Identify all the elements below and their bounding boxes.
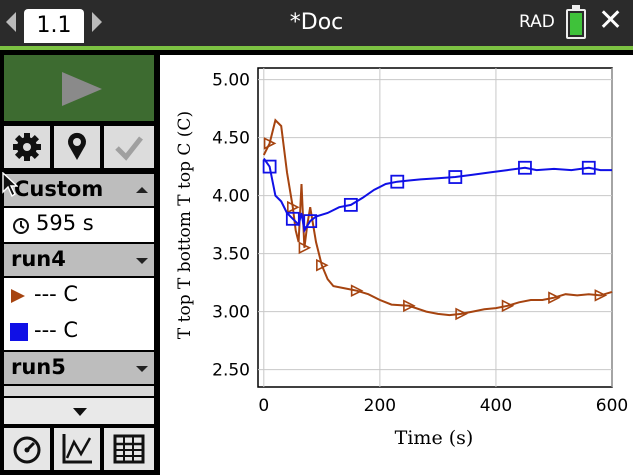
square-marker-icon [10,323,28,341]
settings-button[interactable] [4,126,50,168]
map-pin-icon [68,132,86,160]
data-point-square [448,170,463,184]
gear-icon [13,133,41,161]
y-tick-label: 3.00 [212,303,250,323]
graph-icon [62,434,92,464]
next-page-arrow-icon[interactable] [92,12,102,32]
y-tick-label: 5.00 [212,71,250,91]
chevron-down-icon [136,258,148,264]
data-point-triangle [455,307,468,321]
data-point-triangle [594,289,608,302]
data-point-square [581,160,596,175]
more-button[interactable] [4,398,154,424]
legend-label: --- C [34,282,79,306]
y-tick-label: 4.00 [212,187,250,207]
page-tab[interactable]: 1.1 [24,9,84,43]
data-point-triangle [316,258,329,272]
chevron-down-icon [136,366,148,372]
x-tick-label: 200 [364,396,396,416]
y-axis-label: T top T bottom T top C (C) [175,111,195,339]
data-point-square [518,160,532,175]
series-legend: --- C --- C [4,278,154,350]
x-tick-label: 600 [596,396,628,416]
chevron-up-icon [136,187,148,193]
run-label: run5 [11,355,66,379]
data-point-triangle [501,299,515,313]
keep-data-button[interactable] [104,126,154,168]
y-tick-label: 4.50 [212,129,250,149]
data-point-triangle [263,137,277,150]
series-line-1 [262,118,613,317]
title-bar [0,0,633,50]
document-title: *Doc [289,10,344,35]
title-bar-accent [0,46,633,50]
data-point-square [343,197,358,212]
table-view-button[interactable] [104,428,154,470]
x-axis-label: Time (s) [395,427,474,449]
angle-mode-indicator: RAD [519,12,555,32]
triangle-marker-icon [11,289,25,303]
mark-data-button[interactable] [54,126,100,168]
data-point-square [303,214,318,229]
mouse-pointer-icon [2,172,18,198]
play-icon [62,72,102,106]
data-point-square [285,211,300,226]
close-icon[interactable]: ✕ [598,3,624,38]
sidebar-spacer [4,386,154,396]
run-selector-run4[interactable]: run4 [4,244,154,276]
y-tick-label: 2.50 [212,361,250,381]
data-point-triangle [350,284,364,298]
mode-selector[interactable]: Custom [4,174,154,206]
x-tick-label: 0 [258,396,269,416]
data-point-triangle [403,299,416,313]
data-point-square [390,174,405,189]
gauge-icon [13,436,41,464]
battery-full-icon [566,5,586,39]
x-tick-label: 400 [480,396,512,416]
prev-page-arrow-icon[interactable] [6,12,16,32]
start-collection-button[interactable] [4,55,154,121]
y-tick-label: 3.50 [212,245,250,265]
legend-item[interactable]: --- C [4,314,154,350]
chevron-down-icon [73,408,87,416]
collection-duration[interactable]: 595 s [4,208,154,242]
legend-item[interactable]: --- C [4,278,154,314]
series-line-2 [262,157,612,234]
data-point-triangle [298,241,312,255]
clock-icon [13,218,29,234]
data-point-triangle [548,291,561,304]
data-point-square [262,159,277,174]
run-selector-run5[interactable]: run5 [4,352,154,384]
checkmark-icon [115,136,143,161]
legend-label: --- C [34,318,79,342]
data-point-triangle [287,200,300,214]
mode-label: Custom [14,177,104,201]
meter-view-button[interactable] [4,428,50,470]
graph-view-button[interactable] [54,428,100,470]
table-icon [113,434,145,464]
duration-value: 595 s [36,211,94,235]
run-label: run4 [11,247,66,271]
